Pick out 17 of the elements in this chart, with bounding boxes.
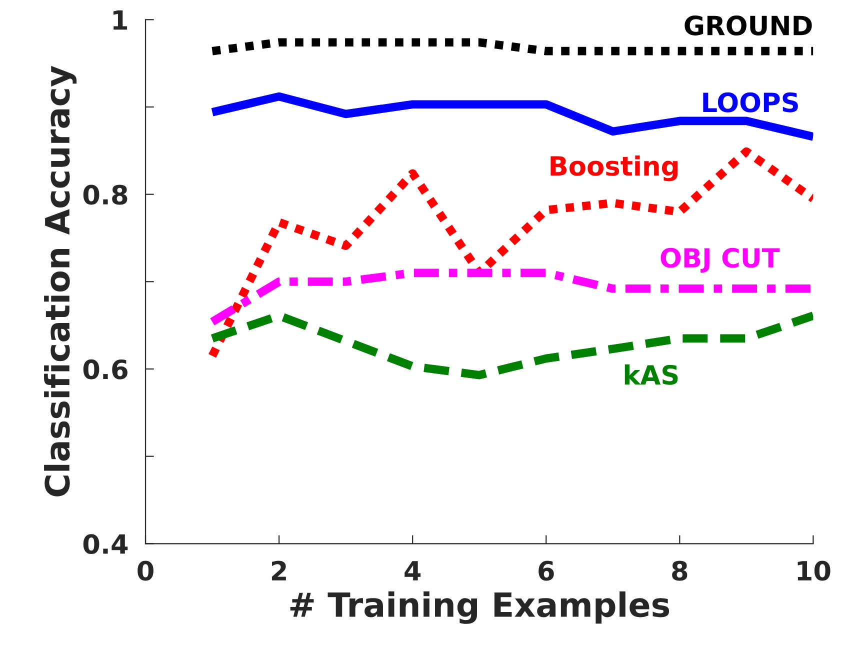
series-label: GROUND — [684, 16, 812, 36]
y-axis-title: Classification Accuracy — [44, 66, 77, 496]
x-tick-label: 8 — [672, 560, 688, 581]
x-tick-label: 2 — [272, 560, 286, 580]
x-tick-label: 10 — [798, 560, 830, 581]
y-tick-label: 0.8 — [83, 184, 128, 205]
series-label: LOOPS — [703, 92, 798, 112]
y-tick-label: 0.6 — [83, 359, 128, 380]
series-label: kAS — [624, 364, 678, 385]
series-label: OBJ CUT — [660, 248, 780, 273]
x-axis-title: # Training Examples — [290, 591, 670, 624]
y-tick-label: 1 — [113, 10, 128, 30]
x-tick-label: 0 — [138, 560, 154, 581]
y-tick-label: 0.4 — [83, 534, 128, 554]
x-tick-label: 4 — [404, 561, 421, 580]
x-tick-label: 6 — [538, 560, 554, 581]
series-label: Boosting — [550, 155, 678, 182]
